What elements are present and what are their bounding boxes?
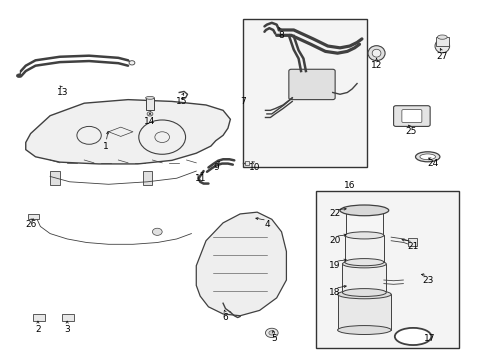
Bar xyxy=(245,161,249,165)
Text: 10: 10 xyxy=(249,163,261,172)
Circle shape xyxy=(152,228,162,235)
Text: 21: 21 xyxy=(407,242,419,251)
Circle shape xyxy=(266,328,278,338)
Text: 26: 26 xyxy=(25,220,36,229)
Circle shape xyxy=(147,112,153,116)
Bar xyxy=(50,171,60,185)
Text: 23: 23 xyxy=(422,275,433,284)
Ellipse shape xyxy=(338,290,391,299)
Bar xyxy=(33,314,45,321)
Bar xyxy=(343,264,386,293)
Circle shape xyxy=(129,61,135,65)
Text: 13: 13 xyxy=(56,88,68,97)
Ellipse shape xyxy=(416,152,440,162)
Text: 17: 17 xyxy=(424,334,436,343)
FancyBboxPatch shape xyxy=(393,106,430,126)
Text: 16: 16 xyxy=(344,181,356,190)
Text: 22: 22 xyxy=(329,210,341,219)
Text: 1: 1 xyxy=(103,141,109,150)
Text: 11: 11 xyxy=(196,174,207,183)
Text: 15: 15 xyxy=(176,97,187,106)
Circle shape xyxy=(17,74,22,77)
Bar xyxy=(143,171,152,185)
Bar xyxy=(338,294,391,330)
Text: 8: 8 xyxy=(279,31,284,40)
Bar xyxy=(243,19,367,167)
Circle shape xyxy=(269,331,275,335)
Bar xyxy=(28,213,39,219)
Ellipse shape xyxy=(146,96,154,99)
Text: 18: 18 xyxy=(329,288,341,297)
Text: 5: 5 xyxy=(271,334,277,343)
Text: 20: 20 xyxy=(329,236,341,245)
Ellipse shape xyxy=(343,289,386,296)
PathPatch shape xyxy=(26,100,230,164)
Bar xyxy=(146,98,154,111)
Text: 24: 24 xyxy=(427,159,438,168)
PathPatch shape xyxy=(196,212,287,316)
FancyBboxPatch shape xyxy=(289,69,335,100)
Bar xyxy=(346,210,383,234)
Bar xyxy=(408,238,417,246)
Bar xyxy=(62,314,74,321)
Text: 27: 27 xyxy=(437,52,448,61)
Text: 7: 7 xyxy=(241,97,246,106)
Text: 25: 25 xyxy=(405,127,416,136)
Ellipse shape xyxy=(345,258,384,266)
Bar xyxy=(316,191,460,348)
Ellipse shape xyxy=(338,325,391,334)
Text: 4: 4 xyxy=(264,220,270,229)
Ellipse shape xyxy=(435,39,450,53)
Ellipse shape xyxy=(395,328,431,345)
Ellipse shape xyxy=(345,232,384,239)
Text: 12: 12 xyxy=(371,61,382,70)
Ellipse shape xyxy=(420,154,436,159)
Text: 3: 3 xyxy=(64,325,70,334)
Ellipse shape xyxy=(372,49,381,57)
Text: 6: 6 xyxy=(222,313,228,322)
Ellipse shape xyxy=(438,35,447,39)
Ellipse shape xyxy=(343,260,386,268)
Ellipse shape xyxy=(340,205,389,216)
Text: 2: 2 xyxy=(35,325,41,334)
Text: 19: 19 xyxy=(329,261,341,270)
Text: 14: 14 xyxy=(144,117,156,126)
Bar xyxy=(436,37,449,46)
Text: 9: 9 xyxy=(213,163,219,172)
Bar xyxy=(345,235,384,262)
FancyBboxPatch shape xyxy=(402,110,422,122)
Ellipse shape xyxy=(368,46,385,61)
